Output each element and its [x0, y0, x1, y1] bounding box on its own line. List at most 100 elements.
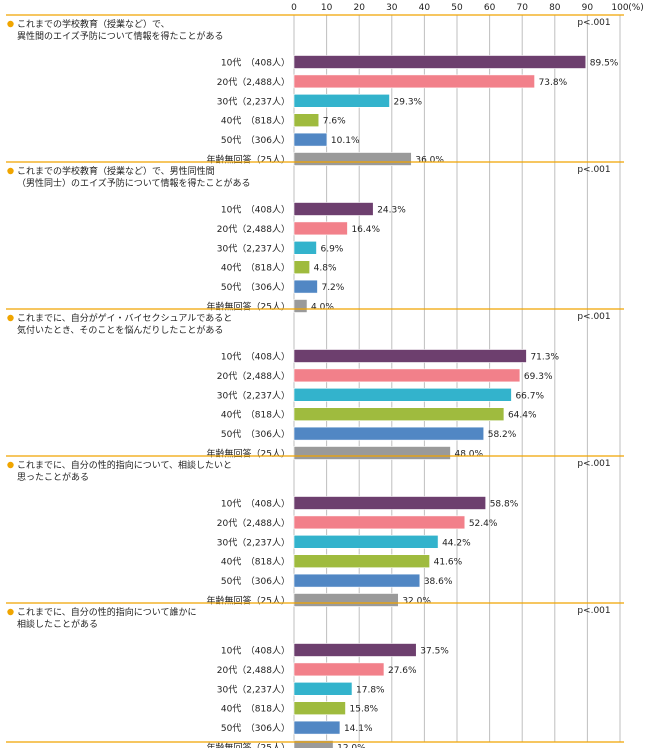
- x-tick-label-10: 10: [321, 3, 333, 13]
- panel-1: これまでの学校教育（授業など）で、異性間のエイズ予防について情報を得たことがある…: [6, 14, 624, 166]
- panels: これまでの学校教育（授業など）で、異性間のエイズ予防について情報を得たことがある…: [6, 14, 624, 748]
- bullet-icon: [7, 314, 14, 322]
- group-label: 10代 （408人）: [221, 646, 290, 657]
- x-tick-label-30: 30: [386, 3, 398, 13]
- value-label: 66.7%: [515, 391, 544, 401]
- x-tick-label-20: 20: [353, 3, 365, 13]
- bar-1: [293, 55, 587, 69]
- bar-2: [293, 368, 521, 383]
- bar-6: [293, 740, 334, 748]
- question-line-1: これまでに、自分の性的指向について、相談したいと: [17, 459, 232, 471]
- bar-1: [293, 202, 374, 216]
- x-tick-label-50: 50: [451, 3, 463, 13]
- group-label: 20代（2,488人）: [217, 371, 290, 382]
- question-line-1: これまでの学校教育（授業など）で、男性同性間: [17, 165, 215, 177]
- axis-unit-label: (%): [628, 3, 644, 13]
- group-label: 年齢無回答（25人）: [207, 154, 290, 166]
- value-label: 44.2%: [442, 538, 471, 548]
- value-label: 64.4%: [508, 411, 537, 421]
- bar-2: [293, 221, 348, 236]
- group-label: 30代（2,237人）: [217, 390, 290, 401]
- bullet-icon: [7, 608, 14, 616]
- bar-6: [293, 593, 399, 607]
- group-label: 40代 （818人）: [221, 116, 290, 127]
- group-label: 20代（2,488人）: [217, 665, 290, 676]
- question-line-2: 思ったことがある: [17, 471, 89, 483]
- question-line-2: 異性間のエイズ予防について情報を得たことがある: [17, 30, 223, 42]
- group-label: 年齢無回答（25人）: [207, 301, 290, 313]
- value-label: 58.2%: [488, 430, 517, 440]
- bar-4: [293, 407, 505, 422]
- panel-3: これまでに、自分がゲイ・バイセクシュアルであると気付いたとき、そのことを悩んだり…: [6, 308, 624, 460]
- bar-6: [293, 152, 412, 166]
- value-label: 16.4%: [351, 225, 380, 235]
- value-label: 7.2%: [321, 283, 344, 293]
- group-label: 30代（2,237人）: [217, 684, 290, 695]
- group-label: 年齢無回答（25人）: [207, 595, 290, 607]
- p-value: p<.001: [577, 165, 610, 175]
- value-label: 14.1%: [344, 724, 373, 734]
- bar-3: [293, 681, 353, 696]
- value-label: 17.8%: [356, 685, 385, 695]
- group-label: 50代 （306人）: [221, 429, 290, 440]
- bar-2: [293, 662, 385, 677]
- bar-2: [293, 74, 535, 89]
- x-tick-label-100: 100: [611, 3, 628, 13]
- bar-6: [293, 299, 308, 313]
- value-label: 36.0%: [415, 156, 444, 166]
- group-label: 10代 （408人）: [221, 352, 290, 363]
- group-label: 50代 （306人）: [221, 576, 290, 587]
- group-label: 10代 （408人）: [221, 58, 290, 69]
- bar-1: [293, 349, 527, 363]
- x-tick-label-70: 70: [516, 3, 528, 13]
- group-label: 40代 （818人）: [221, 704, 290, 715]
- question-line-1: これまでに、自分の性的指向について誰かに: [17, 606, 196, 618]
- bar-4: [293, 260, 310, 275]
- x-tick-label-80: 80: [549, 3, 561, 13]
- group-label: 10代 （408人）: [221, 205, 290, 216]
- bar-1: [293, 643, 417, 657]
- value-label: 10.1%: [331, 136, 360, 146]
- question-line-2: （男性同士）のエイズ予防について情報を得たことがある: [17, 177, 250, 189]
- question-line-1: これまでに、自分がゲイ・バイセクシュアルであると: [17, 312, 232, 324]
- value-label: 6.9%: [320, 244, 343, 254]
- p-value: p<.001: [577, 606, 610, 616]
- question-line-2: 気付いたとき、そのことを悩んだりしたことがある: [17, 324, 223, 336]
- group-label: 10代 （408人）: [221, 499, 290, 510]
- panel-2: これまでの学校教育（授業など）で、男性同性間（男性同士）のエイズ予防について情報…: [6, 161, 624, 313]
- group-label: 50代 （306人）: [221, 135, 290, 146]
- group-label: 年齢無回答（25人）: [207, 448, 290, 460]
- bar-2: [293, 515, 466, 530]
- value-label: 89.5%: [590, 59, 619, 69]
- value-label: 32.0%: [402, 597, 431, 607]
- bar-5: [293, 279, 318, 294]
- group-label: 30代（2,237人）: [217, 243, 290, 254]
- group-label: 20代（2,488人）: [217, 77, 290, 88]
- value-label: 52.4%: [469, 519, 498, 529]
- bullet-icon: [7, 20, 14, 28]
- bullet-icon: [7, 167, 14, 175]
- x-tick-label-0: 0: [291, 3, 297, 13]
- value-label: 4.0%: [311, 303, 334, 313]
- value-label: 73.8%: [539, 78, 568, 88]
- question-line-1: これまでの学校教育（授業など）で、: [17, 18, 170, 30]
- group-label: 30代（2,237人）: [217, 96, 290, 107]
- group-label: 40代 （818人）: [221, 557, 290, 568]
- bullet-icon: [7, 461, 14, 469]
- bar-3: [293, 387, 512, 402]
- bar-1: [293, 496, 486, 510]
- group-label: 30代（2,237人）: [217, 537, 290, 548]
- x-axis: (%) 0 10 20 30 40 50 60 70 80 90 100: [291, 3, 644, 13]
- value-label: 24.3%: [377, 206, 406, 216]
- group-label: 40代 （818人）: [221, 410, 290, 421]
- bar-5: [293, 426, 485, 441]
- value-label: 12.0%: [337, 744, 366, 748]
- bar-5: [293, 132, 328, 147]
- value-label: 69.3%: [524, 372, 553, 382]
- value-label: 27.6%: [388, 666, 417, 676]
- question-line-2: 相談したことがある: [17, 618, 98, 630]
- bar-3: [293, 94, 390, 108]
- value-label: 15.8%: [350, 705, 379, 715]
